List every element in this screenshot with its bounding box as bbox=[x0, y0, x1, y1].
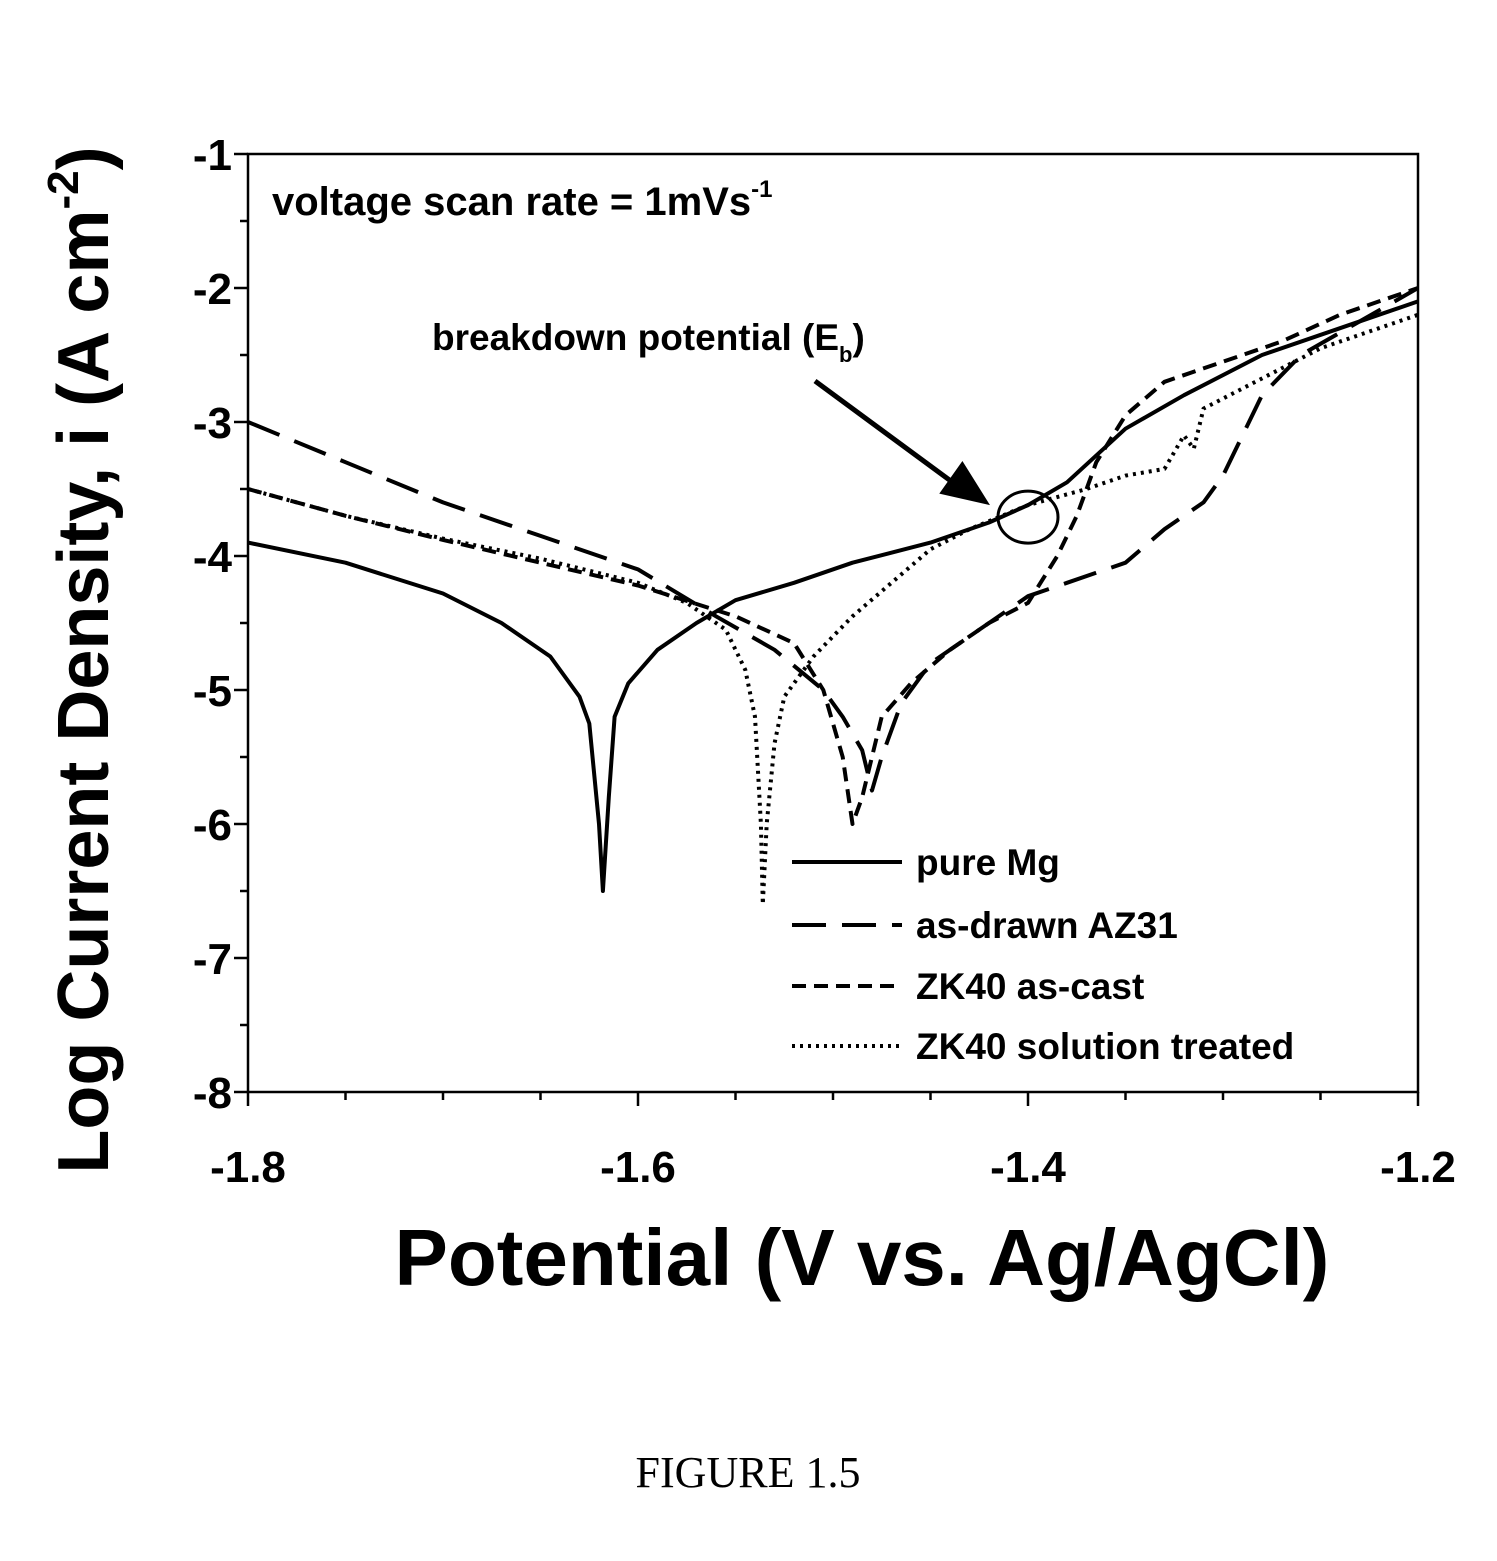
y-tick-label: -4 bbox=[193, 533, 233, 582]
breakdown-arrow-head bbox=[939, 461, 990, 506]
breakdown-annotation: breakdown potential (Eb) bbox=[432, 317, 865, 367]
x-tick-label: -1.8 bbox=[210, 1143, 286, 1192]
series-line-0 bbox=[247, 299, 1419, 893]
series-layer bbox=[247, 286, 1419, 907]
y-tick-label: -3 bbox=[193, 399, 232, 448]
y-axis-title: Log Current Density, i (A cm-2) bbox=[39, 146, 124, 1173]
y-tick-label: -7 bbox=[193, 935, 232, 984]
y-tick-labels: -1 -2 -3 -4 -5 -6 -7 -8 bbox=[193, 131, 233, 1118]
figure-caption: FIGURE 1.5 bbox=[636, 1448, 861, 1497]
y-tick-label: -6 bbox=[193, 801, 232, 850]
x-axis-title: Potential (V vs. Ag/AgCl) bbox=[395, 1213, 1330, 1302]
x-tick-label: -1.6 bbox=[600, 1143, 676, 1192]
legend-label-zk40-solution: ZK40 solution treated bbox=[916, 1026, 1294, 1067]
series-line-3 bbox=[247, 312, 1419, 907]
y-tick-label: -5 bbox=[193, 667, 232, 716]
y-axis-title-sup: -2 bbox=[39, 170, 88, 209]
legend-label-zk40-cast: ZK40 as-cast bbox=[916, 966, 1144, 1007]
scan-rate-sup: -1 bbox=[751, 176, 772, 203]
y-tick-label: -2 bbox=[193, 265, 232, 314]
scan-rate-text: voltage scan rate = 1mVs bbox=[272, 180, 751, 224]
series-line-2 bbox=[247, 286, 1419, 826]
y-axis-title-main: Log Current Density, i (A cm bbox=[44, 210, 124, 1174]
x-tick-label: -1.2 bbox=[1380, 1143, 1456, 1192]
breakdown-arrow-shaft bbox=[813, 378, 972, 498]
breakdown-text: breakdown potential (E bbox=[432, 317, 839, 358]
y-tick-label: -8 bbox=[193, 1069, 232, 1118]
scan-rate-annotation: voltage scan rate = 1mVs-1 bbox=[272, 176, 772, 224]
breakdown-arrow bbox=[813, 378, 1060, 545]
legend-label-pure-mg: pure Mg bbox=[916, 842, 1060, 883]
x-tick-labels: -1.8 -1.6 -1.4 -1.2 bbox=[210, 1143, 1456, 1192]
y-tick-label: -1 bbox=[193, 131, 232, 180]
legend-label-az31: as-drawn AZ31 bbox=[916, 905, 1178, 946]
breakdown-sub: b bbox=[839, 342, 852, 367]
axis-ticks bbox=[234, 152, 1420, 1106]
y-axis-title-end: ) bbox=[44, 146, 124, 170]
breakdown-end: ) bbox=[853, 317, 865, 358]
x-tick-label: -1.4 bbox=[990, 1143, 1066, 1192]
plot-frame bbox=[246, 152, 1420, 1094]
legend: pure Mg as-drawn AZ31 ZK40 as-cast ZK40 … bbox=[792, 842, 1294, 1067]
series-line-1 bbox=[247, 286, 1419, 793]
